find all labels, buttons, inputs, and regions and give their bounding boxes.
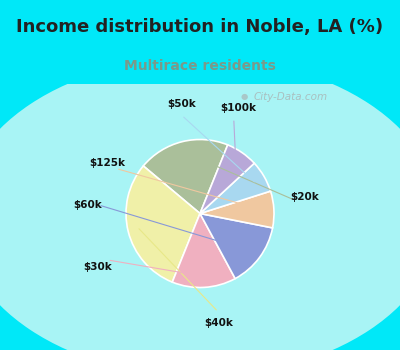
Wedge shape: [200, 145, 254, 214]
Ellipse shape: [0, 57, 400, 350]
Text: $40k: $40k: [204, 318, 233, 328]
Wedge shape: [172, 214, 235, 287]
Text: ●: ●: [241, 92, 248, 101]
Text: City-Data.com: City-Data.com: [253, 92, 328, 102]
Wedge shape: [143, 140, 228, 214]
Text: $30k: $30k: [84, 262, 112, 272]
Text: $100k: $100k: [220, 103, 256, 113]
Text: $50k: $50k: [167, 99, 196, 109]
Text: Multirace residents: Multirace residents: [124, 58, 276, 72]
Wedge shape: [200, 191, 274, 228]
Wedge shape: [200, 214, 272, 279]
Text: Income distribution in Noble, LA (%): Income distribution in Noble, LA (%): [16, 18, 384, 36]
Text: $20k: $20k: [291, 192, 320, 202]
Wedge shape: [200, 163, 270, 214]
Wedge shape: [126, 166, 200, 282]
Text: $125k: $125k: [90, 158, 126, 168]
Text: $60k: $60k: [73, 199, 102, 210]
